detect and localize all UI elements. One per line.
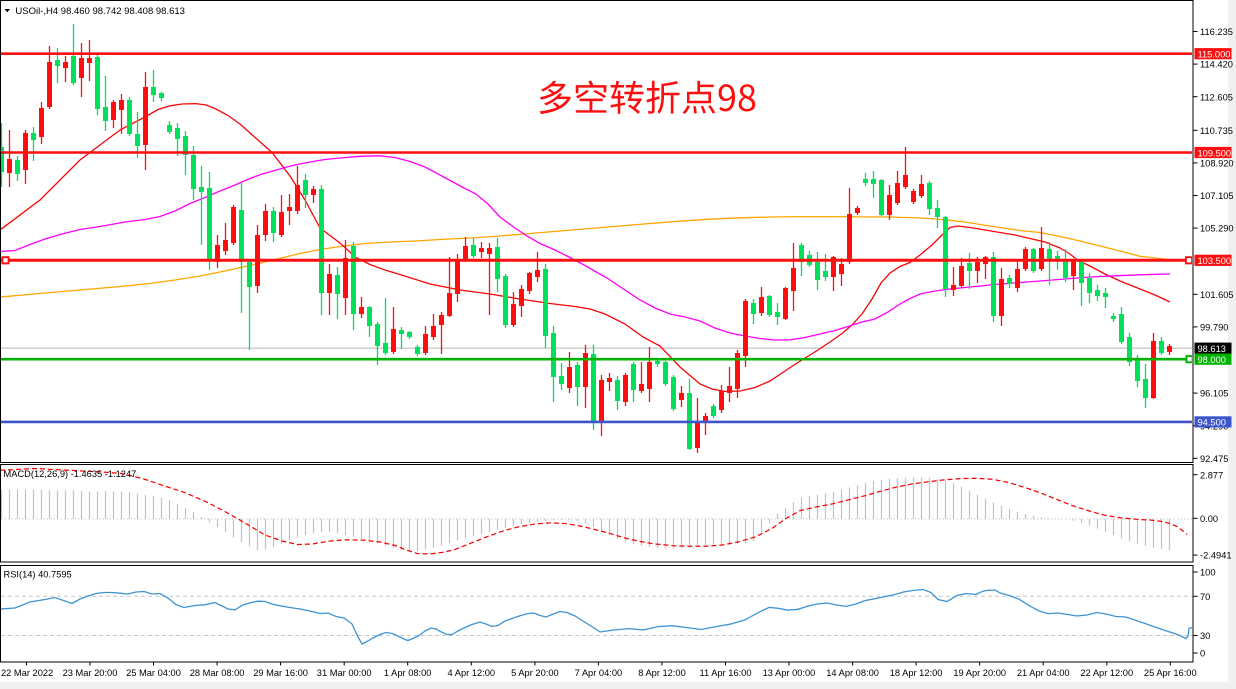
svg-text:25 Apr 16:00: 25 Apr 16:00 xyxy=(1144,668,1197,678)
svg-text:110.735: 110.735 xyxy=(1200,126,1233,136)
svg-text:MACD(12,26,9) -1.4635 -1.1247: MACD(12,26,9) -1.4635 -1.1247 xyxy=(4,469,137,479)
svg-text:99.790: 99.790 xyxy=(1200,323,1228,333)
svg-text:2.877: 2.877 xyxy=(1200,470,1223,480)
svg-text:-2.4941: -2.4941 xyxy=(1200,551,1232,561)
svg-text:109.500: 109.500 xyxy=(1198,148,1232,158)
svg-text:18 Apr 12:00: 18 Apr 12:00 xyxy=(890,668,943,678)
svg-text:4 Apr 12:00: 4 Apr 12:00 xyxy=(448,668,496,678)
svg-text:98.613: 98.613 xyxy=(1198,344,1226,354)
svg-text:115.000: 115.000 xyxy=(1198,50,1231,60)
svg-text:1 Apr 08:00: 1 Apr 08:00 xyxy=(384,668,432,678)
svg-text:25 Mar 04:00: 25 Mar 04:00 xyxy=(126,668,181,678)
svg-text:28 Mar 08:00: 28 Mar 08:00 xyxy=(190,668,245,678)
svg-text:103.500: 103.500 xyxy=(1198,256,1232,266)
svg-text:13 Apr 00:00: 13 Apr 00:00 xyxy=(763,668,816,678)
svg-text:USOil-,H4 98.460 98.742 98.40: USOil-,H4 98.460 98.742 98.408 98.613 xyxy=(15,6,185,17)
svg-text:8 Apr 12:00: 8 Apr 12:00 xyxy=(638,668,686,678)
svg-text:31 Mar 00:00: 31 Mar 00:00 xyxy=(317,668,372,678)
svg-text:0.00: 0.00 xyxy=(1200,514,1218,524)
svg-text:70: 70 xyxy=(1200,592,1210,602)
svg-text:11 Apr 16:00: 11 Apr 16:00 xyxy=(699,668,751,678)
svg-text:30: 30 xyxy=(1200,631,1210,641)
svg-text:112.605: 112.605 xyxy=(1200,92,1233,102)
svg-text:105.290: 105.290 xyxy=(1200,224,1234,234)
svg-text:100: 100 xyxy=(1200,568,1216,578)
svg-text:22 Mar 2022: 22 Mar 2022 xyxy=(1,668,53,678)
svg-text:92.475: 92.475 xyxy=(1200,454,1228,464)
svg-text:21 Apr 04:00: 21 Apr 04:00 xyxy=(1017,668,1070,678)
svg-text:0: 0 xyxy=(1200,649,1205,659)
svg-text:116.235: 116.235 xyxy=(1200,27,1233,37)
svg-text:114.420: 114.420 xyxy=(1200,60,1233,70)
svg-text:22 Apr 12:00: 22 Apr 12:00 xyxy=(1080,668,1133,678)
svg-text:RSI(14) 40.7595: RSI(14) 40.7595 xyxy=(4,570,72,580)
svg-text:108.920: 108.920 xyxy=(1200,159,1234,169)
svg-text:94.500: 94.500 xyxy=(1198,418,1226,428)
svg-text:7 Apr 04:00: 7 Apr 04:00 xyxy=(575,668,623,678)
svg-text:23 Mar 20:00: 23 Mar 20:00 xyxy=(63,668,118,678)
svg-text:98.000: 98.000 xyxy=(1198,355,1226,365)
svg-text:107.105: 107.105 xyxy=(1200,191,1234,201)
svg-text:5 Apr 20:00: 5 Apr 20:00 xyxy=(511,668,559,678)
svg-text:19 Apr 20:00: 19 Apr 20:00 xyxy=(953,668,1006,678)
svg-text:101.605: 101.605 xyxy=(1200,290,1234,300)
svg-text:29 Mar 16:00: 29 Mar 16:00 xyxy=(253,668,308,678)
svg-text:96.105: 96.105 xyxy=(1200,389,1228,399)
svg-text:14 Apr 08:00: 14 Apr 08:00 xyxy=(826,668,879,678)
